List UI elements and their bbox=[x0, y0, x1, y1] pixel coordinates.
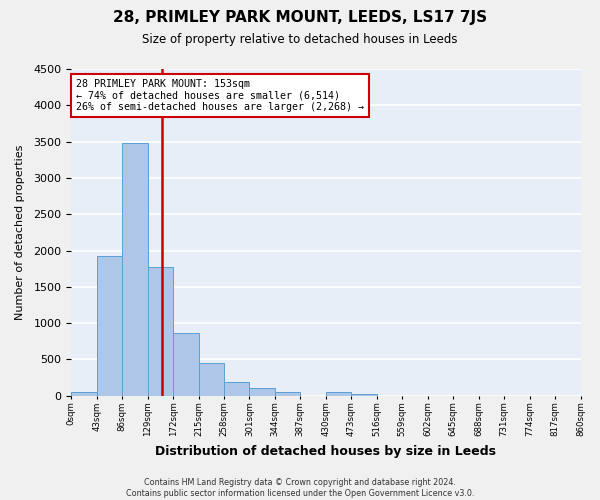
Text: 28 PRIMLEY PARK MOUNT: 153sqm
← 74% of detached houses are smaller (6,514)
26% o: 28 PRIMLEY PARK MOUNT: 153sqm ← 74% of d… bbox=[76, 79, 364, 112]
Bar bbox=[122, 143, 148, 396]
Text: 28, PRIMLEY PARK MOUNT, LEEDS, LS17 7JS: 28, PRIMLEY PARK MOUNT, LEEDS, LS17 7JS bbox=[113, 10, 487, 25]
Bar bbox=[199, 363, 224, 396]
Bar bbox=[326, 392, 352, 396]
Bar bbox=[250, 388, 275, 396]
Bar bbox=[173, 334, 199, 396]
Y-axis label: Number of detached properties: Number of detached properties bbox=[15, 144, 25, 320]
Bar bbox=[275, 392, 301, 396]
Bar bbox=[224, 382, 250, 396]
X-axis label: Distribution of detached houses by size in Leeds: Distribution of detached houses by size … bbox=[155, 444, 496, 458]
Text: Size of property relative to detached houses in Leeds: Size of property relative to detached ho… bbox=[142, 32, 458, 46]
Bar bbox=[71, 392, 97, 396]
Bar bbox=[352, 394, 377, 396]
Bar bbox=[148, 267, 173, 396]
Bar bbox=[97, 256, 122, 396]
Text: Contains HM Land Registry data © Crown copyright and database right 2024.
Contai: Contains HM Land Registry data © Crown c… bbox=[126, 478, 474, 498]
